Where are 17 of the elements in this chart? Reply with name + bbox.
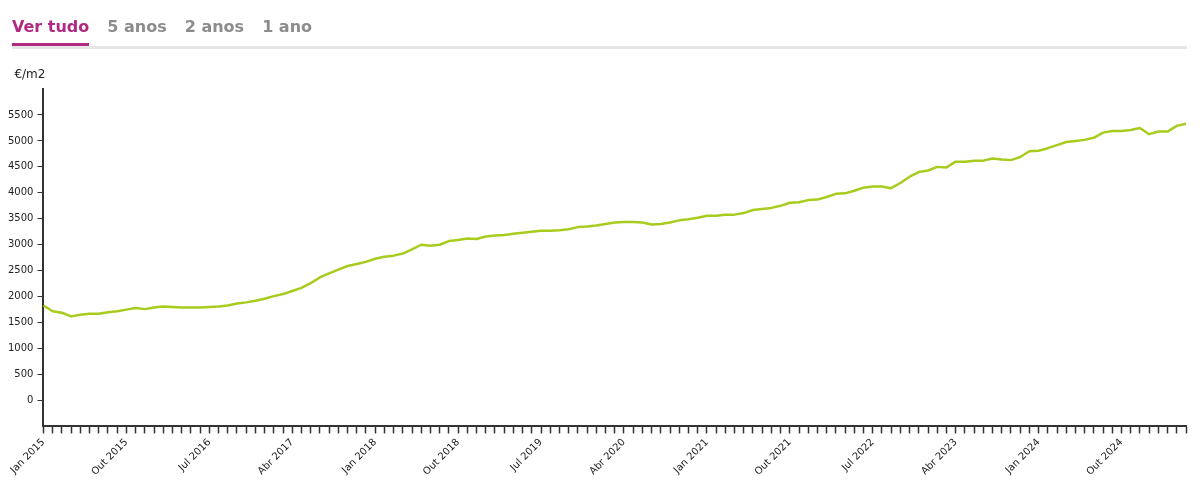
y-tick-label: 4500 (8, 160, 34, 172)
y-tick-label: 500 (14, 368, 34, 380)
y-tick-label: 2500 (8, 264, 34, 276)
y-tick-label: 4000 (8, 186, 34, 198)
y-tick-label: 5500 (8, 108, 34, 120)
text: 1 ano (262, 16, 313, 38)
y-tick-label: 3000 (8, 238, 34, 250)
y-tick-label: 2000 (8, 290, 34, 302)
y-tick-label: 3500 (8, 212, 34, 224)
y-tick-label: 1500 (8, 316, 34, 328)
text: 5 anos (107, 16, 167, 38)
text: Ver tudo (12, 14, 90, 46)
y-tick-label: 0 (27, 394, 34, 406)
y-axis-title: €/m2 (14, 67, 46, 82)
text: 2 anos (184, 16, 245, 38)
y-tick-label: 5000 (8, 134, 34, 146)
y-tick-label: 1000 (8, 342, 34, 354)
